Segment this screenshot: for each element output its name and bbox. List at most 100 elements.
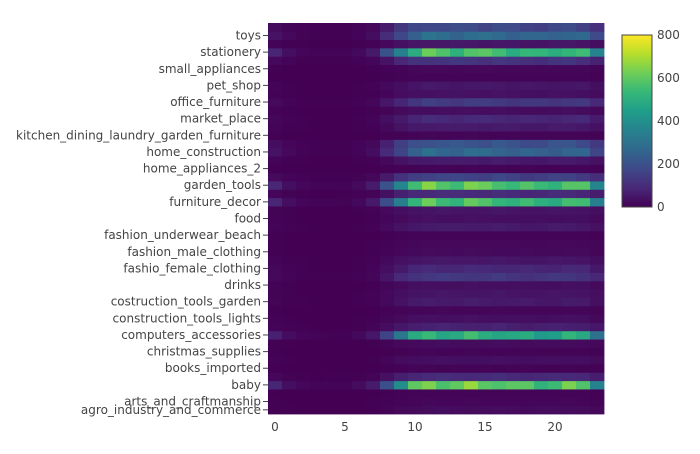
- heatmap-cell: [366, 397, 381, 407]
- heatmap-cell: [576, 272, 591, 282]
- heatmap-cell: [464, 330, 479, 340]
- heatmap-cell: [366, 139, 381, 149]
- heatmap-cell: [576, 164, 591, 174]
- heatmap-cell: [324, 31, 339, 41]
- colorbar-tick-label: 800: [657, 28, 680, 42]
- heatmap-cell: [338, 247, 353, 257]
- heatmap-cell: [380, 139, 395, 149]
- heatmap-cell: [464, 164, 479, 174]
- heatmap-cell: [296, 181, 311, 190]
- heatmap-cell: [394, 397, 409, 407]
- heatmap-cell: [590, 355, 605, 365]
- heatmap-cell: [520, 214, 535, 224]
- heatmap-cell: [464, 206, 479, 215]
- heatmap-cell: [282, 156, 297, 165]
- heatmap-cell: [590, 339, 605, 348]
- heatmap-cell: [394, 214, 409, 224]
- heatmap-cell: [534, 172, 549, 182]
- heatmap-cell: [394, 81, 409, 90]
- heatmap-cell: [352, 89, 367, 99]
- heatmap-cell: [478, 89, 493, 99]
- heatmap-cell: [352, 56, 367, 65]
- heatmap-cell: [478, 156, 493, 165]
- heatmap-cell: [464, 280, 479, 290]
- heatmap-cell: [478, 81, 493, 90]
- heatmap-cell: [450, 97, 465, 107]
- heatmap-cell: [338, 314, 353, 323]
- heatmap-cell: [562, 189, 577, 199]
- heatmap-cell: [436, 47, 451, 57]
- heatmap-cell: [408, 131, 423, 140]
- x-tick-label: 5: [341, 420, 349, 434]
- heatmap-cell: [352, 164, 367, 174]
- heatmap-cell: [590, 122, 605, 132]
- heatmap-cell: [310, 355, 325, 365]
- heatmap-cell: [282, 380, 297, 390]
- heatmap-cell: [366, 189, 381, 199]
- heatmap-cell: [492, 114, 507, 124]
- heatmap-cell: [534, 405, 549, 415]
- heatmap-cell: [520, 114, 535, 124]
- heatmap-cell: [534, 280, 549, 290]
- heatmap-cell: [380, 397, 395, 407]
- heatmap-cell: [478, 222, 493, 232]
- heatmap-cell: [324, 197, 339, 207]
- heatmap-cell: [268, 305, 283, 315]
- heatmap-cell: [436, 139, 451, 149]
- heatmap-cell: [464, 172, 479, 182]
- heatmap-cell: [520, 72, 535, 82]
- heatmap-cell: [352, 222, 367, 232]
- heatmap-cell: [310, 81, 325, 90]
- heatmap-cell: [492, 181, 507, 190]
- heatmap-cell: [436, 314, 451, 323]
- heatmap-cell: [282, 397, 297, 407]
- heatmap-cell: [590, 330, 605, 340]
- heatmap-cell: [590, 31, 605, 41]
- heatmap-cell: [590, 280, 605, 290]
- heatmap-cell: [408, 339, 423, 348]
- y-tick-label: stationery: [200, 45, 261, 59]
- heatmap-cell: [296, 239, 311, 249]
- heatmap-cell: [450, 89, 465, 99]
- heatmap-cell: [492, 239, 507, 249]
- heatmap-cell: [534, 255, 549, 265]
- heatmap-cell: [590, 264, 605, 273]
- heatmap-cell: [562, 239, 577, 249]
- heatmap-cell: [464, 372, 479, 382]
- heatmap-cell: [408, 172, 423, 182]
- colorbar-tick-label: 400: [657, 114, 680, 128]
- heatmap-cell: [478, 114, 493, 124]
- heatmap-cell: [282, 264, 297, 273]
- heatmap-cell: [338, 164, 353, 174]
- heatmap-cell: [506, 122, 521, 132]
- heatmap-cell: [422, 380, 437, 390]
- heatmap-cell: [282, 147, 297, 157]
- heatmap-cell: [380, 156, 395, 165]
- heatmap-cell: [282, 239, 297, 249]
- heatmap-cell: [282, 214, 297, 224]
- heatmap-cell: [310, 297, 325, 307]
- heatmap-cell: [338, 47, 353, 57]
- heatmap-cell: [492, 372, 507, 382]
- heatmap-cell: [548, 372, 563, 382]
- heatmap-cell: [366, 380, 381, 390]
- heatmap-cell: [492, 355, 507, 365]
- heatmap-cell: [562, 297, 577, 307]
- heatmap-cell: [380, 47, 395, 57]
- heatmap-cell: [380, 339, 395, 348]
- heatmap-cell: [352, 289, 367, 298]
- heatmap-cell: [380, 206, 395, 215]
- heatmap-cell: [436, 222, 451, 232]
- heatmap-cell: [310, 206, 325, 215]
- heatmap-cell: [464, 147, 479, 157]
- heatmap-cell: [520, 339, 535, 348]
- heatmap-cell: [464, 297, 479, 307]
- heatmap-cell: [464, 322, 479, 332]
- heatmap-cell: [506, 164, 521, 174]
- heatmap-cell: [394, 147, 409, 157]
- heatmap-cell: [296, 230, 311, 240]
- y-tick-label: small_appliances: [159, 62, 261, 76]
- heatmap-cell: [296, 47, 311, 57]
- heatmap-cell: [338, 339, 353, 348]
- y-tick-label: construction_tools_lights: [113, 311, 261, 325]
